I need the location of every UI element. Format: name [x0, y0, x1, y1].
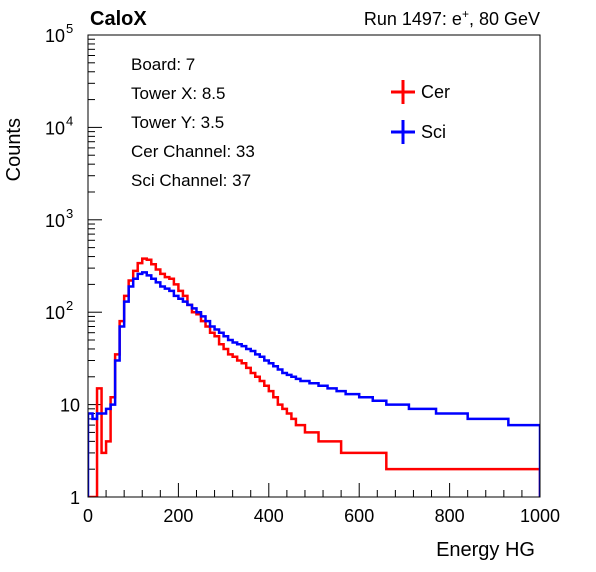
y-tick-label: 10 [45, 211, 65, 231]
legend-cer-label: Cer [421, 82, 450, 102]
y-tick-exponent: 2 [66, 298, 73, 313]
x-axis-label: Energy HG [436, 539, 535, 561]
y-tick-exponent: 4 [66, 113, 73, 128]
info-board: Board: 7 [131, 55, 195, 74]
legend-sci-label: Sci [421, 122, 446, 142]
x-tick-label: 800 [435, 506, 465, 526]
brand-title: CaloX [90, 8, 147, 30]
y-tick-label: 10 [45, 26, 65, 46]
run-label-superscript: + [462, 7, 469, 21]
plot-frame [87, 34, 541, 498]
x-tick-label: 400 [254, 506, 284, 526]
run-label: Run 1497: e+, 80 GeV [364, 7, 540, 29]
y-tick-label: 1 [70, 488, 80, 508]
x-tick-label: 1000 [520, 506, 560, 526]
info-cer-channel: Cer Channel: 33 [131, 142, 255, 161]
info-tower-x: Tower X: 8.5 [131, 84, 226, 103]
info-sci-channel: Sci Channel: 37 [131, 171, 251, 190]
series-cer-histogram [88, 257, 540, 497]
legend-sci-marker [391, 120, 415, 144]
x-tick-label: 200 [163, 506, 193, 526]
y-tick-exponent: 5 [66, 21, 73, 36]
run-label-suffix: , 80 GeV [469, 9, 540, 29]
histograms [88, 257, 540, 497]
y-axis-label: Counts [3, 118, 25, 181]
run-label-prefix: Run 1497: e [364, 9, 462, 29]
legend-cer-marker [391, 80, 415, 104]
info-box-background [120, 45, 360, 195]
y-tick-label: 10 [45, 303, 65, 323]
y-tick-exponent: 3 [66, 206, 73, 221]
y-tick-label: 10 [60, 396, 80, 416]
info-tower-y: Tower Y: 3.5 [131, 113, 224, 132]
y-tick-label: 10 [45, 118, 65, 138]
info-box: Board: 7 Tower X: 8.5 Tower Y: 3.5 Cer C… [120, 45, 360, 195]
x-tick-label: 600 [344, 506, 374, 526]
series-sci-histogram [88, 271, 540, 497]
legend: Cer Sci [391, 80, 450, 144]
x-tick-label: 0 [83, 506, 93, 526]
